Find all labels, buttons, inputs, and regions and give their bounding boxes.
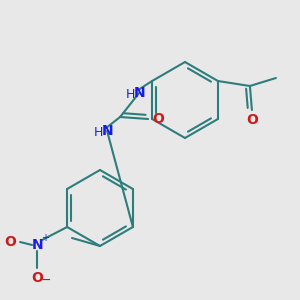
Text: O: O — [246, 113, 258, 127]
Text: O: O — [152, 112, 164, 126]
Text: −: − — [41, 274, 51, 286]
Text: O: O — [4, 235, 16, 249]
Text: N: N — [101, 124, 113, 138]
Text: N: N — [31, 238, 43, 252]
Text: H: H — [125, 88, 135, 101]
Text: N: N — [133, 86, 145, 100]
Text: O: O — [31, 271, 43, 285]
Text: +: + — [41, 233, 49, 243]
Text: H: H — [93, 127, 103, 140]
